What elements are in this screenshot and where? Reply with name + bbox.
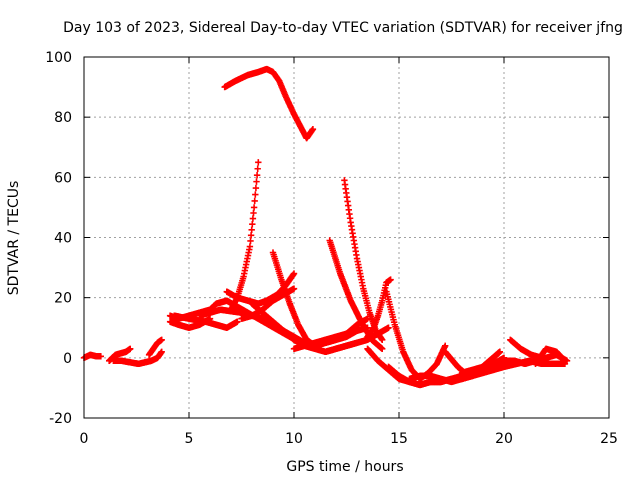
data-point-marker [234, 318, 241, 325]
data-point-marker [158, 336, 165, 343]
data-point-marker [246, 243, 254, 250]
x-tick-label: 10 [285, 431, 303, 447]
data-point-marker [496, 348, 503, 356]
data-series-27 [458, 348, 503, 377]
y-tick-label: 100 [45, 50, 72, 66]
data-series-17 [290, 324, 371, 353]
data-points [80, 65, 571, 389]
data-point-marker [97, 353, 104, 360]
data-point-marker [379, 345, 386, 353]
data-point-marker [387, 276, 394, 283]
data-point-marker [290, 270, 298, 277]
y-tick-label: 0 [63, 351, 72, 367]
x-tick-label: 5 [185, 431, 194, 447]
x-axis-label: GPS time / hours [286, 459, 403, 475]
data-series-5 [148, 348, 165, 365]
data-series-13 [227, 159, 262, 313]
data-series-7 [166, 315, 214, 331]
data-point-marker [379, 336, 386, 343]
plot-frame [83, 56, 610, 419]
data-point-marker [127, 345, 134, 353]
data-point-marker [252, 191, 259, 198]
chart-title: Day 103 of 2023, Sidereal Day-to-day VTE… [63, 20, 623, 36]
data-series-4 [145, 336, 165, 359]
data-point-marker [249, 215, 257, 222]
data-point-marker [254, 165, 261, 172]
data-point-marker [247, 237, 254, 245]
data-point-marker [249, 220, 256, 228]
data-point-marker [253, 178, 260, 185]
y-tick-label: 20 [54, 291, 72, 307]
data-point-marker [561, 357, 569, 365]
data-series-10 [221, 65, 317, 142]
y-tick-label: -20 [49, 411, 72, 427]
x-tick-label: 25 [600, 431, 618, 447]
data-point-marker [247, 232, 255, 239]
data-series-1 [80, 351, 104, 362]
data-point-marker [385, 324, 392, 331]
data-point-marker [255, 159, 262, 166]
x-tick-label: 20 [495, 431, 513, 447]
data-point-marker [253, 171, 261, 179]
x-tick-label: 15 [390, 431, 408, 447]
data-point-marker [251, 197, 258, 205]
data-point-marker [290, 285, 298, 292]
data-point-marker [248, 226, 255, 233]
data-point-marker [252, 184, 260, 192]
axis-ticks: 0 5 10 15 20 25 -20 0 20 40 60 80 100 [45, 50, 618, 447]
x-tick-label: 0 [80, 431, 89, 447]
data-point-marker [250, 209, 257, 217]
y-tick-label: 60 [54, 170, 72, 186]
data-series-3 [110, 357, 155, 368]
data-series-31 [532, 345, 569, 368]
data-point-marker [158, 348, 165, 356]
y-axis-label: SDTVAR / TECUs [6, 181, 22, 296]
y-tick-label: 80 [54, 110, 72, 126]
y-tick-label: 40 [54, 231, 72, 247]
data-point-marker [442, 342, 449, 349]
data-point-marker [309, 126, 317, 133]
data-point-marker [250, 204, 258, 211]
data-series-8 [171, 312, 241, 331]
data-series-21 [364, 276, 394, 340]
